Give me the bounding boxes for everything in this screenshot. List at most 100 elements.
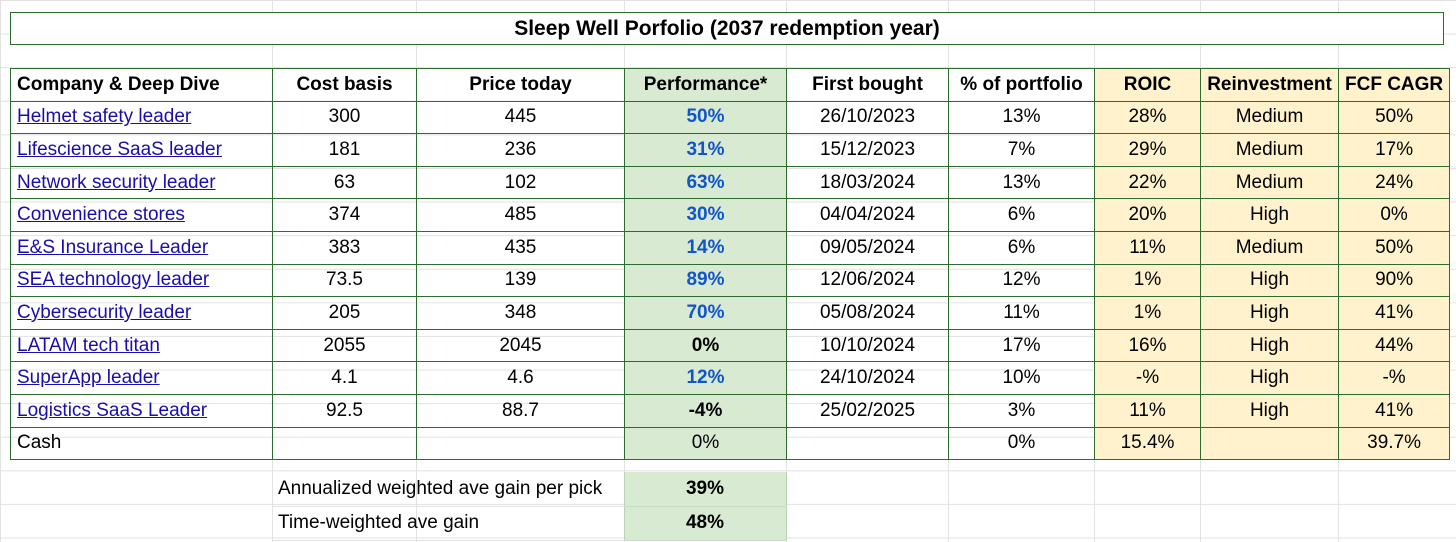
pct-portfolio-cell: 13% <box>948 165 1095 200</box>
cash-reinvestment <box>1200 426 1339 461</box>
header-cost-basis: Cost basis <box>272 68 417 102</box>
cash-price <box>416 426 625 461</box>
portfolio-title: Sleep Well Porfolio (2037 redemption yea… <box>10 12 1444 45</box>
performance-cell: 14% <box>624 230 787 265</box>
pct-portfolio-cell: 10% <box>948 361 1095 395</box>
fcf-cagr-cell: 17% <box>1337 133 1451 167</box>
fcf-cagr-cell: 24% <box>1337 165 1451 200</box>
summary-value: 39% <box>623 472 787 507</box>
cost-basis-cell: 181 <box>272 133 417 167</box>
table-row: Cybersecurity leader 205 348 70% 05/08/2024 1… <box>10 296 1451 330</box>
first-bought-cell: 26/10/2023 <box>786 100 949 135</box>
reinvestment-cell: Medium <box>1200 230 1339 265</box>
pct-portfolio-cell: 6% <box>948 198 1095 232</box>
first-bought-cell: 09/05/2024 <box>786 230 949 265</box>
portfolio-table: Company & Deep Dive Cost basis Price tod… <box>10 68 1451 461</box>
table-row: Lifescience SaaS leader 181 236 31% 15/12/20… <box>10 133 1451 167</box>
roic-cell: 20% <box>1094 198 1201 232</box>
summary-label: Annualized weighted ave gain per pick <box>272 472 624 507</box>
summary-table: Annualized weighted ave gain per pick 39… <box>272 472 787 541</box>
performance-cell: 31% <box>624 133 787 167</box>
cost-basis-cell: 374 <box>272 198 417 232</box>
cash-label: Cash <box>10 426 273 461</box>
company-cell: Network security leader <box>10 165 273 200</box>
roic-cell: 11% <box>1094 230 1201 265</box>
company-cell: SEA technology leader <box>10 263 273 298</box>
pct-portfolio-cell: 11% <box>948 296 1095 330</box>
fcf-cagr-cell: -% <box>1337 361 1451 395</box>
roic-cell: 28% <box>1094 100 1201 135</box>
first-bought-cell: 04/04/2024 <box>786 198 949 232</box>
fcf-cagr-cell: 0% <box>1337 198 1451 232</box>
reinvestment-cell: High <box>1200 393 1339 428</box>
fcf-cagr-cell: 41% <box>1337 393 1451 428</box>
cost-basis-cell: 63 <box>272 165 417 200</box>
price-today-cell: 485 <box>416 198 625 232</box>
header-pct-portfolio: % of portfolio <box>948 68 1095 102</box>
first-bought-cell: 25/02/2025 <box>786 393 949 428</box>
company-link[interactable]: SuperApp leader <box>17 367 160 389</box>
company-link[interactable]: Helmet safety leader <box>17 106 192 128</box>
pct-portfolio-cell: 3% <box>948 393 1095 428</box>
table-row: Logistics SaaS Leader 92.5 88.7 -4% 25/02/20… <box>10 393 1451 428</box>
cost-basis-cell: 383 <box>272 230 417 265</box>
cash-pct: 0% <box>948 426 1095 461</box>
fcf-cagr-cell: 44% <box>1337 328 1451 363</box>
pct-portfolio-cell: 12% <box>948 263 1095 298</box>
header-performance: Performance* <box>624 68 787 102</box>
first-bought-cell: 05/08/2024 <box>786 296 949 330</box>
company-link[interactable]: Cybersecurity leader <box>17 301 192 323</box>
cash-fcf: 39.7% <box>1337 426 1451 461</box>
performance-cell: 70% <box>624 296 787 330</box>
header-fcf-cagr: FCF CAGR <box>1337 68 1451 102</box>
cost-basis-cell: 205 <box>272 296 417 330</box>
reinvestment-cell: Medium <box>1200 100 1339 135</box>
summary-label: Time-weighted ave gain <box>272 506 624 541</box>
reinvestment-cell: High <box>1200 361 1339 395</box>
cost-basis-cell: 4.1 <box>272 361 417 395</box>
company-link[interactable]: LATAM tech titan <box>17 334 160 356</box>
price-today-cell: 139 <box>416 263 625 298</box>
first-bought-cell: 24/10/2024 <box>786 361 949 395</box>
reinvestment-cell: Medium <box>1200 133 1339 167</box>
pct-portfolio-cell: 17% <box>948 328 1095 363</box>
price-today-cell: 102 <box>416 165 625 200</box>
reinvestment-cell: High <box>1200 328 1339 363</box>
header-price-today: Price today <box>416 68 625 102</box>
company-link[interactable]: Convenience stores <box>17 204 185 226</box>
table-row: Helmet safety leader 300 445 50% 26/10/2023 1… <box>10 100 1451 135</box>
company-link[interactable]: SEA technology leader <box>17 269 210 291</box>
table-row: LATAM tech titan 2055 2045 0% 10/10/2024 17% 1… <box>10 328 1451 363</box>
reinvestment-cell: High <box>1200 296 1339 330</box>
table-row: SuperApp leader 4.1 4.6 12% 24/10/2024 10% -% H… <box>10 361 1451 395</box>
performance-cell: -4% <box>624 393 787 428</box>
performance-cell: 12% <box>624 361 787 395</box>
cash-cost <box>272 426 417 461</box>
first-bought-cell: 15/12/2023 <box>786 133 949 167</box>
company-link[interactable]: Logistics SaaS Leader <box>17 399 208 421</box>
first-bought-cell: 12/06/2024 <box>786 263 949 298</box>
company-link[interactable]: E&S Insurance Leader <box>17 236 209 258</box>
company-link[interactable]: Network security leader <box>17 171 216 193</box>
first-bought-cell: 10/10/2024 <box>786 328 949 363</box>
reinvestment-cell: Medium <box>1200 165 1339 200</box>
company-cell: Convenience stores <box>10 198 273 232</box>
company-cell: E&S Insurance Leader <box>10 230 273 265</box>
roic-cell: 29% <box>1094 133 1201 167</box>
summary-value: 48% <box>623 506 787 541</box>
company-link[interactable]: Lifescience SaaS leader <box>17 138 222 160</box>
table-row: Network security leader 63 102 63% 18/03/202… <box>10 165 1451 200</box>
fcf-cagr-cell: 50% <box>1337 100 1451 135</box>
pct-portfolio-cell: 6% <box>948 230 1095 265</box>
pct-portfolio-cell: 13% <box>948 100 1095 135</box>
price-today-cell: 88.7 <box>416 393 625 428</box>
price-today-cell: 435 <box>416 230 625 265</box>
roic-cell: 22% <box>1094 165 1201 200</box>
company-cell: SuperApp leader <box>10 361 273 395</box>
cost-basis-cell: 92.5 <box>272 393 417 428</box>
table-row: SEA technology leader 73.5 139 89% 12/06/202… <box>10 263 1451 298</box>
company-cell: Cybersecurity leader <box>10 296 273 330</box>
price-today-cell: 2045 <box>416 328 625 363</box>
fcf-cagr-cell: 50% <box>1337 230 1451 265</box>
cost-basis-cell: 73.5 <box>272 263 417 298</box>
